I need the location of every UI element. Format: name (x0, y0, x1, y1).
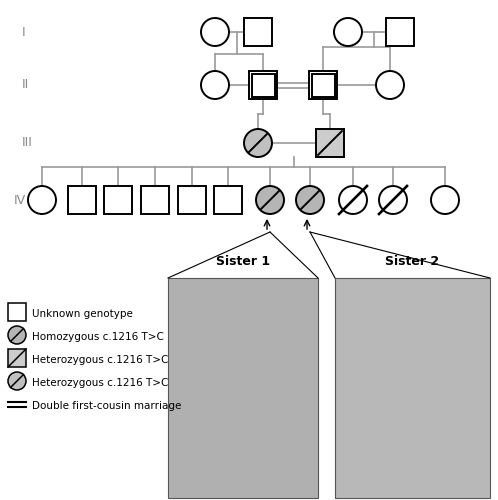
Circle shape (339, 186, 367, 214)
Text: Double first-cousin marriage: Double first-cousin marriage (32, 401, 181, 411)
Bar (168, 278, 318, 498)
Text: Homozygous c.1216 T>C: Homozygous c.1216 T>C (32, 332, 164, 342)
Circle shape (379, 186, 407, 214)
Bar (312, 74, 335, 96)
Text: Heterozygous c.1216 T>C: Heterozygous c.1216 T>C (32, 355, 168, 365)
Text: II: II (22, 78, 29, 92)
Text: III: III (22, 136, 33, 149)
Circle shape (334, 18, 362, 46)
Circle shape (201, 71, 229, 99)
Text: I: I (22, 26, 25, 38)
Text: Heterozygous c.1216 T>C: Heterozygous c.1216 T>C (32, 378, 168, 388)
Circle shape (431, 186, 459, 214)
Bar (8, 303, 26, 321)
Bar (386, 18, 414, 46)
Bar (68, 186, 96, 214)
Bar (249, 71, 277, 99)
Circle shape (8, 372, 26, 390)
Text: Sister 2: Sister 2 (385, 255, 440, 268)
Circle shape (8, 326, 26, 344)
Text: Sister 1: Sister 1 (216, 255, 270, 268)
Bar (141, 186, 169, 214)
Text: Unknown genotype: Unknown genotype (32, 309, 133, 319)
Bar (178, 186, 206, 214)
Bar (335, 278, 490, 498)
Circle shape (376, 71, 404, 99)
Bar (316, 129, 344, 157)
Circle shape (244, 129, 272, 157)
Text: IV: IV (14, 194, 26, 206)
Bar (309, 71, 337, 99)
Bar (244, 18, 272, 46)
Circle shape (296, 186, 324, 214)
Circle shape (201, 18, 229, 46)
Bar (214, 186, 242, 214)
Bar (251, 74, 274, 96)
Bar (8, 349, 26, 367)
Circle shape (256, 186, 284, 214)
Circle shape (28, 186, 56, 214)
Bar (104, 186, 132, 214)
